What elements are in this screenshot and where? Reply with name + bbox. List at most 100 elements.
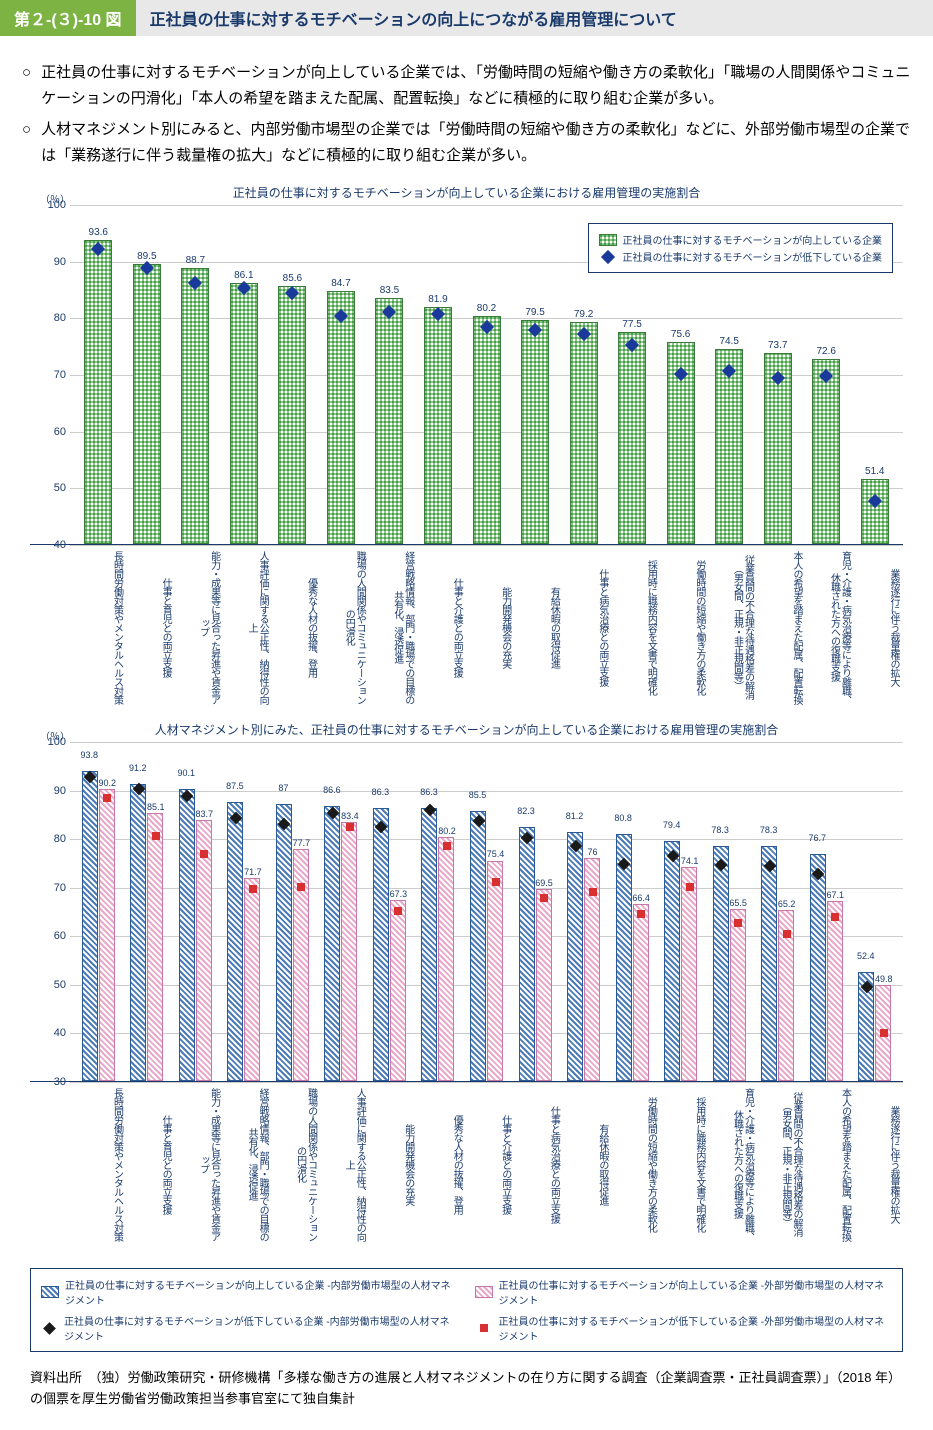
x-label: 業務遂行に伴う裁量権の拡大: [851, 1082, 900, 1242]
x-label: 仕事と育児との両立支援: [123, 1082, 172, 1242]
bar: 80.2: [462, 303, 511, 544]
figure-number: 第２-(３)-10 図: [0, 0, 136, 36]
marker-square-icon: [152, 832, 160, 840]
marker-square-icon: [200, 850, 208, 858]
bar: 83.5: [365, 285, 414, 545]
x-label: 仕事と病気治療との両立支援: [559, 545, 608, 705]
x-label: 能力開発機会の充実: [462, 545, 511, 705]
x-label: 仕事と介護との両立支援: [462, 1082, 511, 1242]
bar: 75.6: [656, 329, 705, 544]
marker-square-icon: [492, 878, 500, 886]
x-label: 職場の人間関係やコミュニケーションの円滑化: [317, 545, 366, 705]
x-label: 従業員間の不合理な待遇格差の解消（男女間、正規・非正規間等）: [705, 545, 754, 705]
x-label: 有給休暇の取得促進: [511, 545, 560, 705]
chart2-title: 人材マネジメント別にみた、正社員の仕事に対するモチベーションが向上している企業に…: [30, 721, 903, 738]
chart2-legend: 正社員の仕事に対するモチベーションが向上している企業 -内部労働市場型の人材マネ…: [30, 1268, 903, 1352]
marker-square-icon: [297, 883, 305, 891]
legend-diamond-icon: [43, 1322, 56, 1335]
legend-label: 正社員の仕事に対するモチベーションが低下している企業 -内部労働市場型の人材マネ…: [64, 1313, 459, 1343]
chart1-plot: （％） 正社員の仕事に対するモチベーションが向上している企業 正社員の仕事に対す…: [30, 205, 903, 545]
bar-group: [414, 808, 463, 1081]
bar: 89.5: [123, 251, 172, 545]
bar-group: [511, 827, 560, 1081]
chart1-legend: 正社員の仕事に対するモチベーションが向上している企業 正社員の仕事に対するモチベ…: [588, 223, 894, 273]
marker-square-icon: [783, 930, 791, 938]
bar: 88.7: [171, 255, 220, 544]
x-label: 経営戦略情報、部門・職場での目標の共有化、浸透促進: [220, 1082, 269, 1242]
summary-bullets: ○正社員の仕事に対するモチベーションが向上している企業では、「労働時間の短縮や働…: [0, 46, 933, 184]
bar-group: [220, 802, 269, 1081]
bar: 85.6: [268, 273, 317, 544]
x-label: 能力・成果等に見合った昇進や賃金アップ: [171, 1082, 220, 1242]
bar-group: [802, 854, 851, 1081]
marker-square-icon: [249, 885, 257, 893]
bar-group: [608, 834, 657, 1081]
bar-group: [365, 808, 414, 1081]
marker-square-icon: [831, 913, 839, 921]
x-label: 育児・介護・病気治療等により離職、休職された方への復職支援: [705, 1082, 754, 1242]
x-label: 育児・介護・病気治療等により離職、休職された方への復職支援: [802, 545, 851, 705]
bar-group: [123, 784, 172, 1081]
x-label: 優秀な人材の抜擢、登用: [268, 545, 317, 705]
bar: 79.2: [559, 309, 608, 544]
x-label: 従業員間の不合理な待遇格差の解消（男女間、正規・非正規間等）: [753, 1082, 802, 1242]
bullet-text: 正社員の仕事に対するモチベーションが向上している企業では、「労働時間の短縮や働き…: [41, 60, 911, 111]
bar-group: [171, 789, 220, 1081]
x-label: 業務遂行に伴う裁量権の拡大: [851, 545, 900, 705]
bar-group: [851, 972, 900, 1081]
x-label: 能力開発機会の充実: [365, 1082, 414, 1242]
x-label: 労働時間の短縮や働き方の柔軟化: [608, 1082, 657, 1242]
legend-label: 正社員の仕事に対するモチベーションが低下している企業: [623, 249, 883, 264]
x-label: 能力・成果等に見合った昇進や賃金アップ: [171, 545, 220, 705]
legend-label: 正社員の仕事に対するモチベーションが向上している企業: [623, 232, 883, 247]
bar-group: [559, 832, 608, 1081]
x-label: 長時間労働対策やメンタルヘルス対策: [74, 545, 123, 705]
chart2-x-labels: 長時間労働対策やメンタルヘルス対策仕事と育児との両立支援能力・成果等に見合った昇…: [70, 1082, 903, 1242]
x-label: 本人の希望を踏まえた配属、配置転換: [802, 1082, 851, 1242]
chart2-plot: （％） 3040506070809010093.890.291.285.190.…: [30, 742, 903, 1082]
marker-square-icon: [103, 794, 111, 802]
x-label: 長時間労働対策やメンタルヘルス対策: [74, 1082, 123, 1242]
x-label: 仕事と介護との両立支援: [414, 545, 463, 705]
x-label: 仕事と病気治療との両立支援: [511, 1082, 560, 1242]
marker-square-icon: [637, 910, 645, 918]
x-label: 職場の人間関係やコミュニケーションの円滑化: [268, 1082, 317, 1242]
x-label: 有給休暇の取得促進: [559, 1082, 608, 1242]
bar: 81.9: [414, 294, 463, 544]
x-label: 採用時に職務内容を文書で明確化: [608, 545, 657, 705]
marker-square-icon: [589, 888, 597, 896]
x-label: 本人の希望を踏まえた配属、配置転換: [753, 545, 802, 705]
marker-square-icon: [686, 883, 694, 891]
marker-square-icon: [346, 823, 354, 831]
chart1-title: 正社員の仕事に対するモチベーションが向上している企業における雇用管理の実施割合: [30, 184, 903, 201]
bar-group: [753, 846, 802, 1081]
x-label: 労働時間の短縮や働き方の柔軟化: [656, 545, 705, 705]
bullet-icon: ○: [22, 117, 31, 168]
bar: 79.5: [511, 307, 560, 544]
marker-square-icon: [443, 842, 451, 850]
x-label: 優秀な人材の抜擢、登用: [414, 1082, 463, 1242]
legend-diamond-icon: [600, 249, 614, 263]
bar: 77.5: [608, 319, 657, 545]
marker-square-icon: [540, 894, 548, 902]
chart1-container: 正社員の仕事に対するモチベーションが向上している企業における雇用管理の実施割合 …: [0, 184, 933, 721]
x-label: 仕事と育児との両立支援: [123, 545, 172, 705]
legend-swatch-icon: [475, 1286, 493, 1298]
bar: 86.1: [220, 270, 269, 544]
bar-group: [317, 806, 366, 1081]
legend-label: 正社員の仕事に対するモチベーションが低下している企業 -外部労働市場型の人材マネ…: [499, 1313, 893, 1343]
legend-label: 正社員の仕事に対するモチベーションが向上している企業 -内部労働市場型の人材マネ…: [65, 1277, 459, 1307]
x-label: 採用時に職務内容を文書で明確化: [656, 1082, 705, 1242]
bar-group: [74, 771, 123, 1081]
source-citation: 資料出所 （独）労働政策研究・研修機構「多様な働き方の進展と人材マネジメントの在…: [0, 1362, 933, 1430]
bar-group: [656, 841, 705, 1081]
figure-title: 正社員の仕事に対するモチベーションの向上につながる雇用管理について: [136, 0, 933, 36]
marker-square-icon: [394, 907, 402, 915]
chart2-container: 人材マネジメント別にみた、正社員の仕事に対するモチベーションが向上している企業に…: [0, 721, 933, 1258]
x-label: 人事評価に関する公正性、納得性の向上: [220, 545, 269, 705]
legend-square-icon: [480, 1324, 488, 1332]
marker-square-icon: [734, 919, 742, 927]
bar-group: [705, 846, 754, 1081]
legend-swatch-icon: [41, 1286, 59, 1298]
bullet-text: 人材マネジメント別にみると、内部労働市場型の企業では「労働時間の短縮や働き方の柔…: [41, 117, 911, 168]
